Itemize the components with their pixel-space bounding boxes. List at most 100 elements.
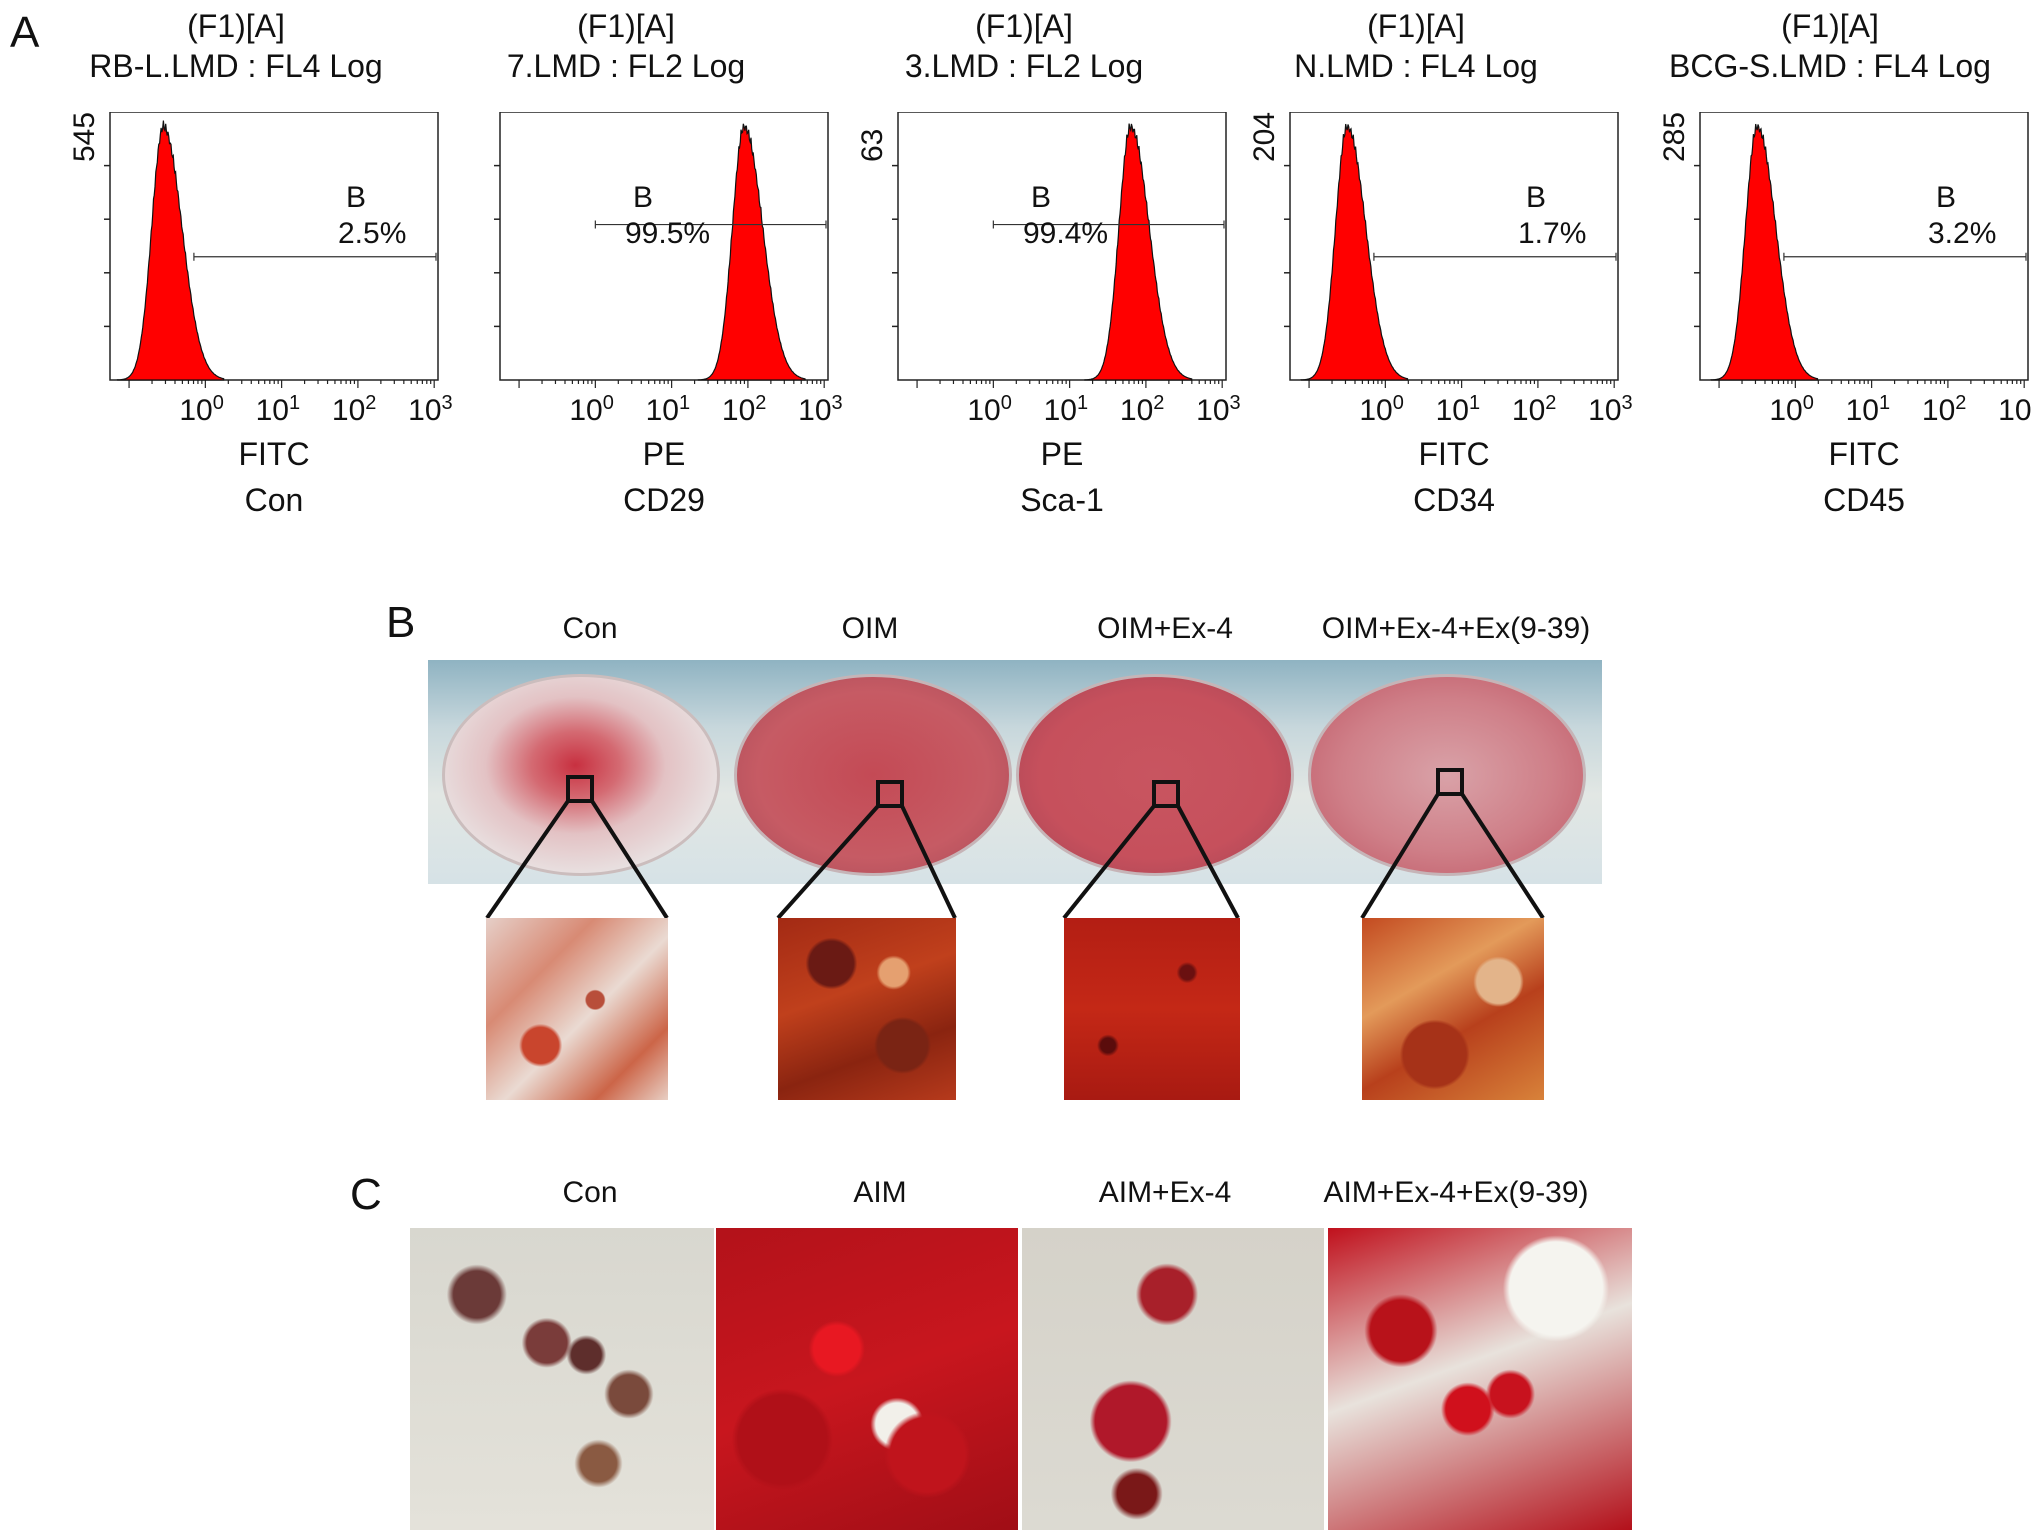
x-tick-exponent: 0	[1802, 392, 1814, 414]
x-tick-label: 100	[1769, 392, 1814, 428]
x-axis-label: PE	[1040, 436, 1084, 472]
histogram-title-line2: RB-L.LMD : FL4 Log	[89, 48, 383, 84]
x-tick-base: 10	[1435, 394, 1469, 427]
histogram-plot	[1284, 112, 1619, 388]
plot-frame	[109, 112, 439, 381]
osteo-label-oim-ex4-ex939: OIM+Ex-4+Ex(9-39)	[1321, 612, 1591, 645]
histogram-title-line1: (F1)[A]	[577, 8, 675, 44]
gate-percent: 2.5%	[338, 217, 407, 250]
x-tick-label: 103	[1196, 392, 1241, 428]
zoom-oim	[778, 918, 956, 1100]
zoom-oim-ex4-ex939	[1362, 918, 1544, 1100]
x-tick-exponent: 0	[212, 392, 224, 414]
adipo-label-aim-ex4: AIM+Ex-4	[1098, 1176, 1232, 1209]
gate-name: B	[1936, 181, 1957, 214]
x-tick-label: 103	[798, 392, 843, 428]
histogram-plot	[104, 112, 439, 388]
zoom-con	[486, 918, 668, 1100]
histogram-title-line2: BCG-S.LMD : FL4 Log	[1669, 48, 1991, 84]
x-tick-label: 101	[1044, 392, 1089, 428]
x-tick-label: 102	[1120, 392, 1165, 428]
plot-frame	[499, 112, 829, 381]
osteo-label-con: Con	[562, 612, 618, 645]
gate-percent: 99.5%	[625, 217, 711, 250]
culture-plate-photo	[428, 660, 1602, 884]
histogram-title-line1: (F1)[A]	[1781, 8, 1879, 44]
x-tick-exponent: 0	[602, 392, 614, 414]
x-tick-exponent: 3	[831, 392, 843, 414]
x-tick-label: 100	[1359, 392, 1404, 428]
x-tick-exponent: 1	[289, 392, 301, 414]
x-tick-base: 10	[1043, 394, 1077, 427]
x-tick-base: 10	[721, 394, 756, 427]
x-tick-label: 100	[179, 392, 224, 428]
micro-aim	[716, 1228, 1018, 1530]
x-tick-label: 102	[1512, 392, 1557, 428]
histogram-plot	[1694, 112, 2029, 388]
histogram-title-line2: 7.LMD : FL2 Log	[506, 48, 746, 84]
sample-label: Sca-1	[1020, 482, 1104, 518]
gate-name: B	[633, 181, 654, 214]
well-oim-ex4-ex939	[1308, 674, 1586, 876]
micro-aim-ex4	[1022, 1228, 1324, 1530]
histogram-distribution	[697, 123, 806, 381]
osteo-label-oim: OIM	[841, 612, 899, 645]
micro-con	[410, 1228, 714, 1530]
histogram-2: (F1)[A] 3.LMD : FL2 Log 63 B 99.4% 100 101 102 1…	[828, 0, 1241, 540]
x-axis-label: FITC	[238, 436, 310, 472]
x-tick-base: 10	[569, 394, 603, 427]
x-tick-exponent: 3	[1621, 392, 1633, 414]
histogram-title-line2: N.LMD : FL4 Log	[1294, 48, 1538, 84]
x-tick-exponent: 1	[1469, 392, 1481, 414]
gate-percent: 99.4%	[1023, 217, 1109, 250]
x-tick-base: 10	[1511, 394, 1546, 427]
x-tick-exponent: 1	[679, 392, 691, 414]
x-tick-base: 10	[408, 394, 442, 427]
x-tick-base: 10	[967, 394, 1001, 427]
x-tick-label: 103	[408, 392, 453, 428]
adipo-label-aim: AIM	[853, 1176, 907, 1209]
x-tick-exponent: 2	[755, 392, 767, 414]
x-tick-exponent: 3	[441, 392, 453, 414]
plot-frame	[1699, 112, 2029, 381]
x-tick-label: 103	[1588, 392, 1633, 428]
x-axis-label: FITC	[1828, 436, 1900, 472]
x-tick-exponent: 0	[1000, 392, 1012, 414]
histogram-distribution	[1084, 123, 1193, 381]
plot-frame	[897, 112, 1227, 381]
x-tick-exponent: 2	[1545, 392, 1557, 414]
x-tick-exponent: 1	[1879, 392, 1891, 414]
x-tick-exponent: 2	[365, 392, 377, 414]
adipo-label-con: Con	[562, 1176, 618, 1209]
x-tick-base: 10	[1998, 394, 2032, 427]
histogram-distribution	[116, 120, 225, 381]
x-tick-base: 10	[331, 394, 366, 427]
x-tick-base: 10	[1119, 394, 1154, 427]
gate-name: B	[1031, 181, 1052, 214]
gate-marker	[1783, 252, 2027, 261]
panel-label-a: A	[10, 8, 40, 57]
osteo-label-oim-ex4: OIM+Ex-4	[1097, 612, 1233, 645]
histogram-plot	[494, 112, 829, 388]
x-tick-label: 102	[722, 392, 767, 428]
gate-marker	[1373, 252, 1617, 261]
panel-label-c: C	[350, 1170, 382, 1219]
histogram-title-line1: (F1)[A]	[187, 8, 285, 44]
x-tick-base: 10	[1921, 394, 1956, 427]
histogram-1: (F1)[A] 7.LMD : FL2 Log B 99.5% 100 101 102 103…	[430, 0, 843, 540]
x-tick-label: 103	[1998, 392, 2032, 428]
histogram-title-line1: (F1)[A]	[975, 8, 1073, 44]
zoom-oim-ex4	[1064, 918, 1240, 1100]
x-tick-base: 10	[1588, 394, 1622, 427]
x-tick-label: 101	[1436, 392, 1481, 428]
sample-label: CD45	[1823, 482, 1905, 518]
x-tick-exponent: 2	[1955, 392, 1967, 414]
histogram-title-line1: (F1)[A]	[1367, 8, 1465, 44]
plot-frame	[1289, 112, 1619, 381]
histogram-4: (F1)[A] BCG-S.LMD : FL4 Log 285 B 3.2% 100 101…	[1630, 0, 2032, 540]
x-tick-base: 10	[255, 394, 289, 427]
x-tick-base: 10	[645, 394, 679, 427]
x-axis-label: PE	[642, 436, 686, 472]
x-tick-base: 10	[1359, 394, 1393, 427]
